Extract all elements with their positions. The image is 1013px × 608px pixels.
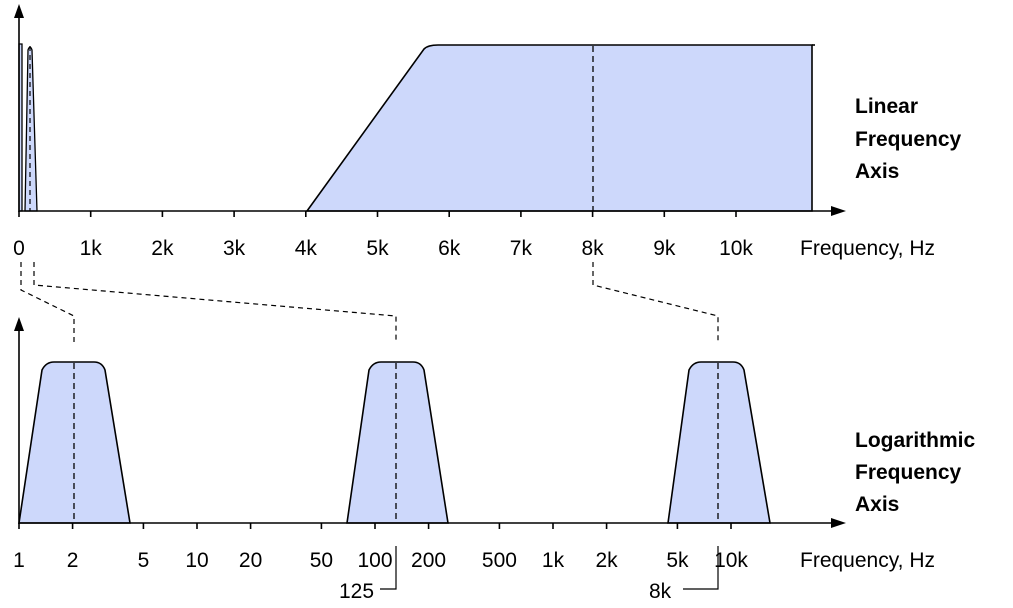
- linear-tick-label-8k: 8k: [582, 237, 605, 260]
- log-band-8k: [667, 361, 771, 524]
- log-tick-label-50: 50: [310, 549, 333, 572]
- linear-tick-label-2k: 2k: [151, 237, 174, 260]
- log-tick-label-10: 10: [185, 549, 208, 572]
- log-band-2: [18, 361, 131, 524]
- linear-tick-label-3k: 3k: [223, 237, 246, 260]
- linear-tick-label-0: 0: [13, 237, 25, 260]
- log-band-125: [346, 361, 449, 524]
- linear-side-label-line-2: Frequency: [855, 128, 962, 151]
- linear-tick-label-5k: 5k: [366, 237, 389, 260]
- log-axis-title: Frequency, Hz: [800, 549, 935, 572]
- linear-tick-label-9k: 9k: [653, 237, 676, 260]
- log-tick-label-5k: 5k: [666, 549, 689, 572]
- log-x-axis-arrow: [831, 518, 846, 528]
- callout-label-125: 125: [339, 580, 374, 603]
- callout-leader-125: [380, 546, 397, 590]
- log-tick-label-20: 20: [239, 549, 262, 572]
- log-tick-marks: [18, 523, 732, 529]
- linear-tick-labels: 0 1k 2k 3k 4k 5k 6k 7k 8k 9k 10k: [13, 237, 753, 260]
- linear-side-label-line-3: Axis: [855, 160, 899, 183]
- linear-side-label-line-1: Linear: [855, 95, 918, 118]
- log-panel: 1 2 5 10 20 50 100 200 500 1k 2k 5k 10k Frequency, H…: [13, 317, 975, 603]
- log-tick-label-10k: 10k: [714, 549, 748, 572]
- callout-label-8k: 8k: [649, 580, 672, 603]
- linear-tick-label-1k: 1k: [80, 237, 103, 260]
- connector-8k-to-8k: [592, 262, 719, 342]
- log-tick-label-200: 200: [411, 549, 446, 572]
- linear-tick-label-10k: 10k: [719, 237, 753, 260]
- linear-band-high-8k: [305, 44, 813, 212]
- log-side-label-line-2: Frequency: [855, 461, 962, 484]
- linear-x-axis-arrow: [831, 206, 846, 216]
- linear-tick-label-7k: 7k: [510, 237, 533, 260]
- linear-tick-label-4k: 4k: [295, 237, 318, 260]
- connector-0-to-2: [20, 262, 75, 342]
- log-tick-label-500: 500: [482, 549, 517, 572]
- linear-y-axis-arrow: [14, 4, 24, 18]
- log-tick-labels: 1 2 5 10 20 50 100 200 500 1k 2k 5k 10k: [13, 549, 748, 572]
- linear-tick-label-6k: 6k: [438, 237, 461, 260]
- callout-leader-8k: [683, 546, 719, 590]
- linear-band-low-125: [24, 46, 38, 212]
- log-tick-label-2k: 2k: [595, 549, 618, 572]
- log-tick-label-100: 100: [357, 549, 392, 572]
- linear-panel: 0 1k 2k 3k 4k 5k 6k 7k 8k 9k 10k Frequency, Hz Lin…: [13, 4, 962, 260]
- log-tick-label-1k: 1k: [542, 549, 565, 572]
- connector-125-to-125: [33, 262, 397, 342]
- log-y-axis-arrow: [14, 317, 24, 331]
- log-side-label-line-3: Axis: [855, 493, 899, 516]
- log-tick-label-2: 2: [67, 549, 79, 572]
- log-side-label-line-1: Logarithmic: [855, 429, 975, 452]
- mapping-connectors: [20, 262, 719, 342]
- log-tick-label-5: 5: [138, 549, 150, 572]
- log-tick-label-1: 1: [13, 549, 25, 572]
- linear-tick-marks: [18, 211, 737, 217]
- linear-axis-title: Frequency, Hz: [800, 237, 935, 260]
